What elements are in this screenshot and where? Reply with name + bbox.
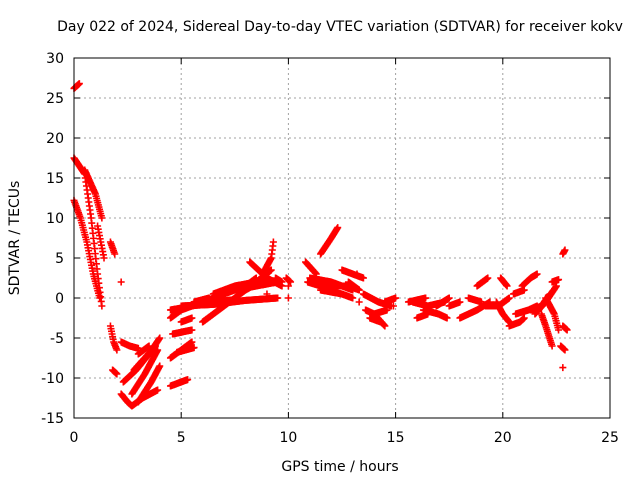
data-point: [392, 294, 400, 302]
x-tick-label: 20: [494, 430, 512, 446]
y-tick-label: 30: [46, 51, 64, 67]
data-point: [355, 286, 363, 294]
data-point: [389, 302, 397, 310]
y-tick-label: 5: [55, 251, 64, 267]
data-point: [383, 306, 391, 314]
x-tick-label: 5: [177, 430, 186, 446]
x-axis-label: GPS time / hours: [281, 459, 398, 475]
data-point: [445, 294, 453, 302]
data-point: [267, 266, 275, 274]
data-point: [113, 370, 121, 378]
data-point: [503, 282, 511, 290]
y-tick-label: 10: [46, 211, 64, 227]
axis-ticks: 0 5 10 15 20 25 -15 -10 -5 0 5 10 15 20 25 30: [41, 51, 619, 446]
y-axis-label: SDTVAR / TECUs: [7, 181, 23, 296]
data-point: [520, 314, 528, 322]
data-point: [555, 326, 563, 334]
plot-frame: [73, 57, 611, 419]
data-point: [477, 298, 485, 306]
grid-lines: [74, 58, 610, 418]
data-point: [561, 246, 569, 254]
data-point: [96, 294, 104, 302]
y-tick-label: 0: [55, 291, 64, 307]
data-point: [117, 278, 125, 286]
data-point: [75, 80, 83, 88]
data-point: [188, 314, 196, 322]
data-point: [353, 270, 361, 278]
y-tick-label: -10: [41, 371, 64, 387]
data-point: [349, 294, 357, 302]
x-tick-label: 15: [387, 430, 405, 446]
data-points: [70, 80, 571, 410]
data-point: [443, 314, 451, 322]
data-point: [505, 294, 513, 302]
data-point: [546, 290, 554, 298]
data-point: [205, 294, 213, 302]
data-point: [334, 224, 342, 232]
data-point: [111, 250, 119, 258]
data-point: [284, 294, 292, 302]
data-point: [287, 278, 295, 286]
data-point: [98, 214, 106, 222]
x-tick-label: 10: [279, 430, 297, 446]
data-point: [278, 278, 286, 286]
y-tick-label: -5: [50, 331, 64, 347]
data-point: [188, 338, 196, 346]
data-point: [156, 362, 164, 370]
data-point: [359, 274, 367, 282]
data-point: [548, 342, 556, 350]
data-point: [263, 290, 271, 298]
data-point: [422, 294, 430, 302]
data-point: [151, 342, 159, 350]
data-point: [533, 270, 541, 278]
x-tick-label: 25: [601, 430, 619, 446]
y-tick-label: 25: [46, 91, 64, 107]
y-tick-label: 15: [46, 171, 64, 187]
data-point: [274, 294, 282, 302]
data-point: [561, 346, 569, 354]
data-point: [190, 344, 198, 352]
data-point: [100, 254, 108, 262]
data-point: [484, 274, 492, 282]
data-point: [145, 342, 153, 350]
y-tick-label: 20: [46, 131, 64, 147]
data-point: [456, 298, 464, 306]
data-point: [113, 346, 121, 354]
data-point: [188, 326, 196, 334]
data-point: [184, 376, 192, 384]
data-point: [269, 238, 277, 246]
data-point: [154, 386, 162, 394]
data-point: [559, 364, 567, 372]
data-point: [355, 298, 363, 306]
chart-title: Day 022 of 2024, Sidereal Day-to-day VTE…: [57, 19, 623, 35]
data-point: [555, 276, 563, 284]
y-tick-label: -15: [41, 411, 64, 427]
data-point: [563, 326, 571, 334]
data-point: [98, 302, 106, 310]
x-tick-label: 0: [70, 430, 79, 446]
data-point: [156, 334, 164, 342]
data-point: [381, 322, 389, 330]
